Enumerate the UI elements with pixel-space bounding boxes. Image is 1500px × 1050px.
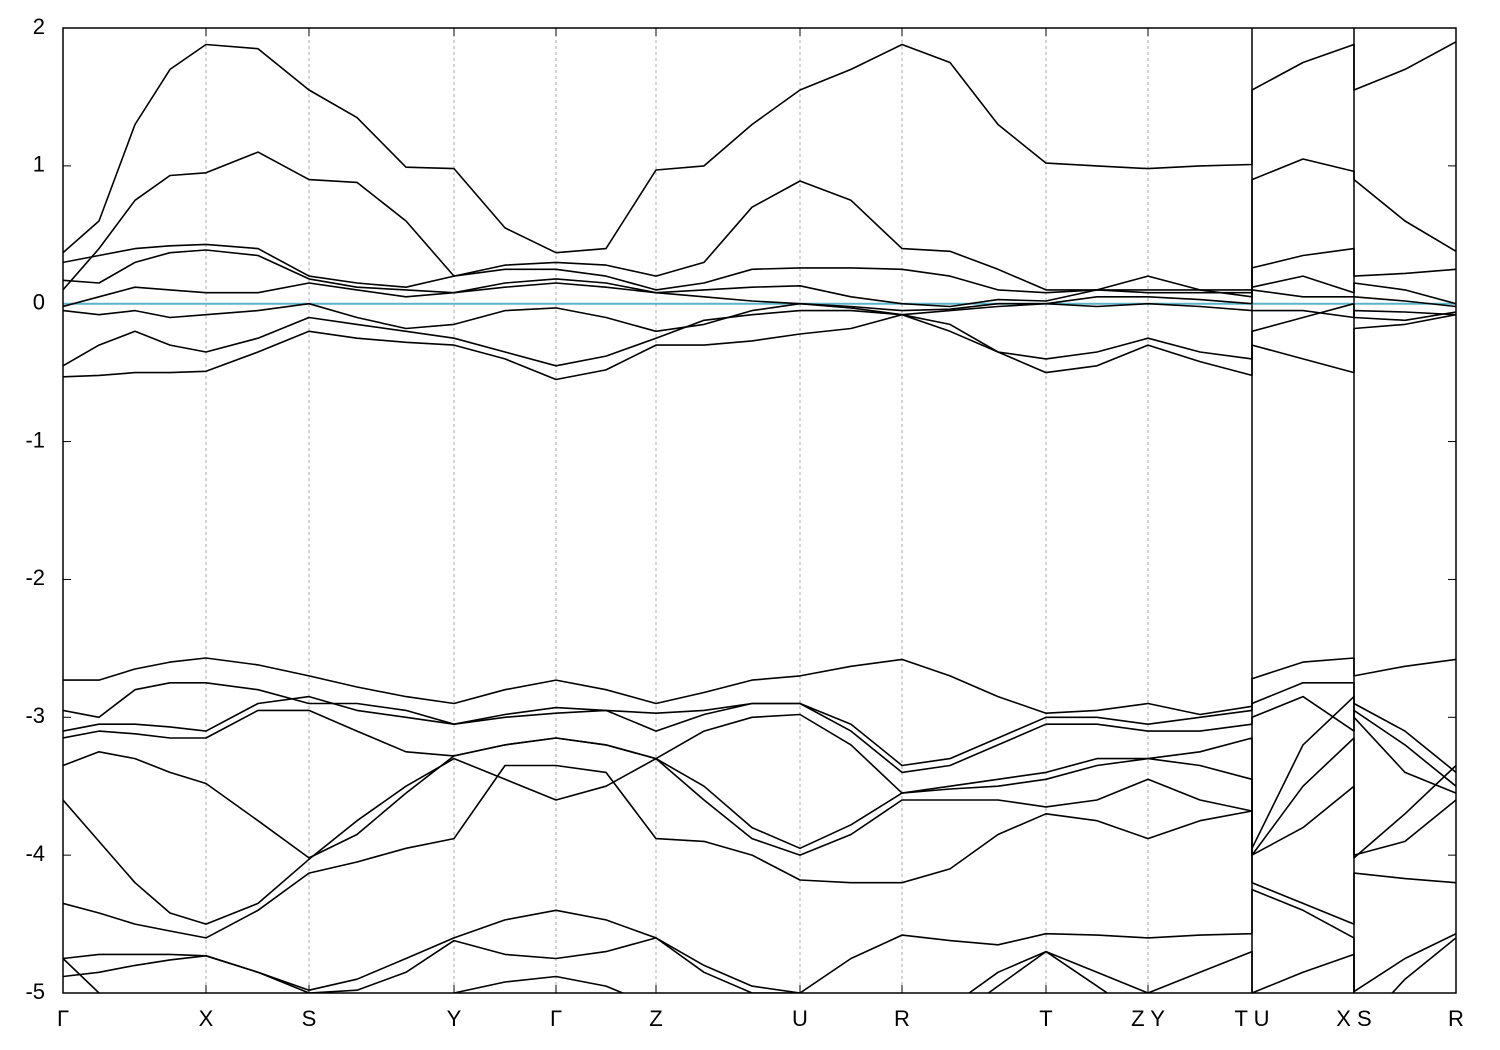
x-tick-label: R [1448,1006,1464,1031]
y-tick-label: 0 [33,290,45,315]
x-tick-label: S [302,1006,317,1031]
band-line [63,695,1456,787]
y-tick-label: -3 [25,703,45,728]
y-tick-label: -4 [25,841,45,866]
x-tick-label: U [792,1006,808,1031]
y-tick-label: 1 [33,152,45,177]
band-line [63,41,1456,254]
plot-area [63,41,1456,993]
y-tick-label: -2 [25,565,45,590]
x-tick-label: Z [649,1006,662,1031]
x-tick-label: R [894,1006,910,1031]
band-line [63,695,1456,850]
band-line [63,151,1456,291]
band-line [63,737,1456,859]
y-tick-label: -5 [25,979,45,1004]
band-line [63,302,1456,333]
x-tick-label: Y [447,1006,462,1031]
band-line [63,657,1456,716]
band-line [63,249,1456,308]
band-line [63,937,1456,993]
x-tick-label: Z Y [1131,1006,1165,1031]
band-line [63,682,1456,774]
x-tick-label: Γ [57,1006,69,1031]
band-line [63,282,1456,312]
x-tick-label: X S [1336,1006,1371,1031]
y-tick-label: -1 [25,427,45,452]
x-tick-label: Γ [550,1006,562,1031]
band-line [63,764,1456,939]
x-tick-label: X [199,1006,214,1031]
y-tick-label: 2 [33,14,45,39]
band-line [63,302,1456,367]
x-tick-label: T U [1234,1006,1269,1031]
x-tick-label: T [1039,1006,1052,1031]
band-line [63,243,1456,294]
band-line [63,313,1456,381]
plot-frame [62,27,1457,994]
